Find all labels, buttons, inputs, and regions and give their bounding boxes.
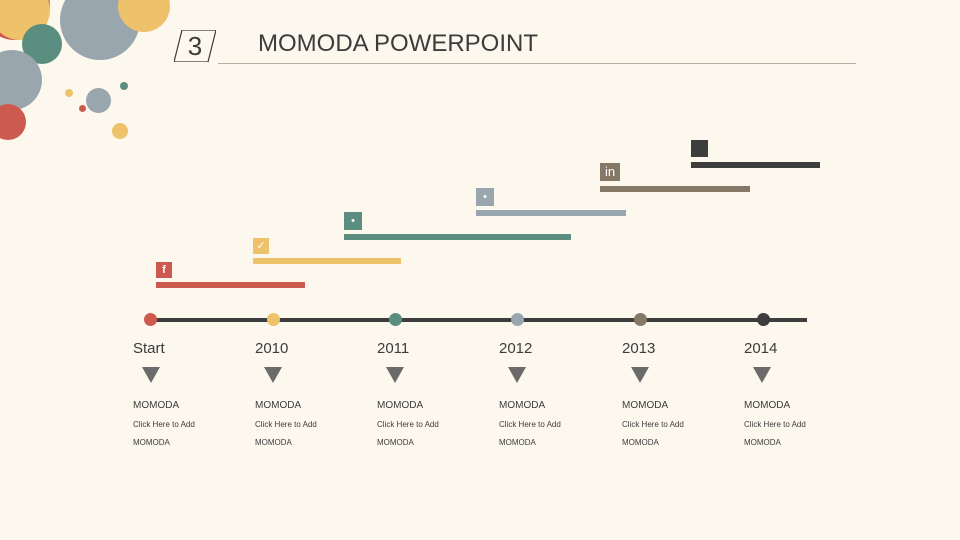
arrow-down-icon <box>753 367 771 383</box>
item-sub[interactable]: Click Here to Add <box>622 420 684 429</box>
arrow-down-icon <box>142 367 160 383</box>
timeline-dot <box>757 313 770 326</box>
linkedin-icon: in <box>600 163 620 181</box>
decor-circle <box>86 88 111 113</box>
item-sub[interactable]: Click Here to Add <box>377 420 439 429</box>
social-icon: • <box>344 212 362 230</box>
item-foot: MOMODA <box>255 438 292 447</box>
bar-2014 <box>691 162 820 168</box>
arrow-down-icon <box>631 367 649 383</box>
item-foot: MOMODA <box>133 438 170 447</box>
timeline-column-2011: 2011 MOMODA Click Here to Add MOMODA <box>377 340 487 447</box>
item-heading: MOMODA <box>377 400 424 411</box>
year-label: 2011 <box>377 340 410 357</box>
item-heading: MOMODA <box>133 400 180 411</box>
year-label: 2014 <box>744 340 778 357</box>
timeline-column-2012: 2012 MOMODA Click Here to Add MOMODA <box>499 340 609 447</box>
page-title: MOMODA POWERPOINT <box>258 30 539 57</box>
facebook-icon: f <box>156 262 172 278</box>
square-icon <box>691 140 708 157</box>
timeline-dot <box>389 313 402 326</box>
slide-number-text: 3 <box>187 31 203 61</box>
bar-2011 <box>344 234 571 240</box>
item-sub[interactable]: Click Here to Add <box>499 420 561 429</box>
year-label: 2012 <box>499 340 533 357</box>
slide-number: 3 <box>174 30 216 62</box>
arrow-down-icon <box>508 367 526 383</box>
arrow-down-icon <box>386 367 404 383</box>
item-heading: MOMODA <box>499 400 546 411</box>
timeline-dot <box>267 313 280 326</box>
item-sub[interactable]: Click Here to Add <box>255 420 317 429</box>
year-label: 2010 <box>255 340 289 357</box>
decor-circle <box>79 105 86 112</box>
bar-start <box>156 282 305 288</box>
decor-circle <box>120 82 128 90</box>
decor-circle <box>0 104 26 140</box>
item-foot: MOMODA <box>622 438 659 447</box>
item-heading: MOMODA <box>622 400 669 411</box>
item-sub[interactable]: Click Here to Add <box>133 420 195 429</box>
year-label: Start <box>133 340 165 357</box>
arrow-down-icon <box>264 367 282 383</box>
timeline-column-start: Start MOMODA Click Here to Add MOMODA <box>133 340 243 447</box>
timeline-column-2010: 2010 MOMODA Click Here to Add MOMODA <box>255 340 365 447</box>
item-heading: MOMODA <box>744 400 791 411</box>
timeline-line <box>149 318 807 322</box>
timeline-column-2013: 2013 MOMODA Click Here to Add MOMODA <box>622 340 732 447</box>
title-divider <box>218 63 856 64</box>
item-foot: MOMODA <box>744 438 781 447</box>
year-label: 2013 <box>622 340 656 357</box>
timeline-dot <box>511 313 524 326</box>
bar-2012 <box>476 210 626 216</box>
bar-2013 <box>600 186 750 192</box>
item-sub[interactable]: Click Here to Add <box>744 420 806 429</box>
twitter-icon: ✓ <box>253 238 269 254</box>
timeline-dot <box>634 313 647 326</box>
item-foot: MOMODA <box>499 438 536 447</box>
timeline-dot <box>144 313 157 326</box>
item-heading: MOMODA <box>255 400 302 411</box>
timeline-column-2014: 2014 MOMODA Click Here to Add MOMODA <box>744 340 854 447</box>
social-icon-2: • <box>476 188 494 206</box>
decor-circle <box>112 123 128 139</box>
bar-2010 <box>253 258 401 264</box>
item-foot: MOMODA <box>377 438 414 447</box>
decor-circle <box>65 89 73 97</box>
